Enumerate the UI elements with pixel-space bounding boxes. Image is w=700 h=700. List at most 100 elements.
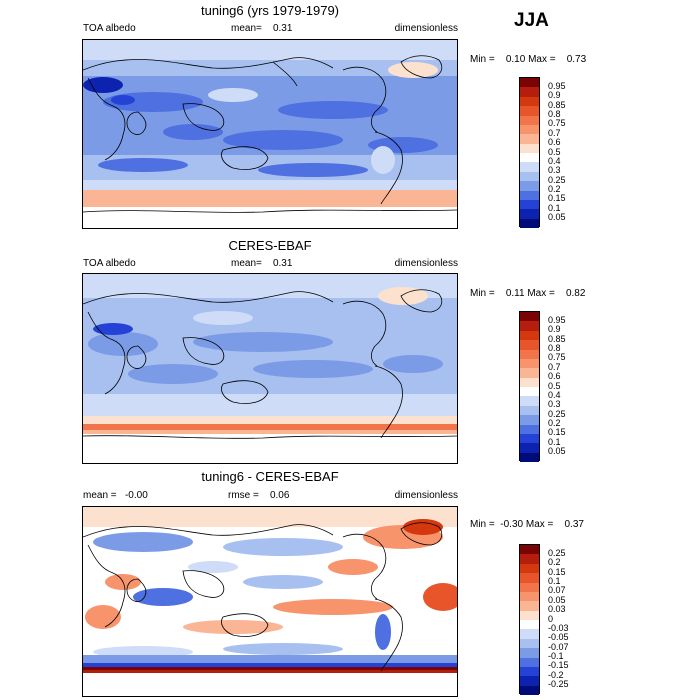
colorbar-swatch <box>520 629 539 639</box>
colorbar-tick-label: -0.15 <box>548 660 569 670</box>
colorbar-tick-label: 0.15 <box>548 567 566 577</box>
colorbar-tick-label: 0 <box>548 614 554 624</box>
panel-title: CERES-EBAF <box>228 238 312 253</box>
variable-label: TOA albedo <box>83 258 136 269</box>
colorbar-swatch <box>520 666 539 677</box>
colorbar <box>519 311 540 462</box>
colorbar-tick-label: 0.85 <box>548 334 566 344</box>
colorbar-tick-label: 0.9 <box>548 324 561 334</box>
colorbar-swatch <box>520 387 539 397</box>
units-label: dimensionless <box>394 258 458 269</box>
colorbar-tick-label: 0.5 <box>548 147 561 157</box>
colorbar-tick-label: 0.7 <box>548 362 561 372</box>
mean-label: mean= 0.31 <box>231 23 293 34</box>
colorbar-tick-label: 0.5 <box>548 381 561 391</box>
colorbar-tick-label: 0.2 <box>548 418 561 428</box>
colorbar-tick-label: 0.1 <box>548 437 561 447</box>
minmax-label: Min = 0.11 Max = 0.82 <box>470 288 586 299</box>
colorbar-swatch <box>520 405 539 416</box>
colorbar-tick-label: 0.4 <box>548 390 561 400</box>
colorbar-swatch <box>520 181 539 191</box>
colorbar-tick-label: 0.2 <box>548 184 561 194</box>
colorbar-tick-label: 0.15 <box>548 427 566 437</box>
colorbar-tick-label: 0.95 <box>548 315 566 325</box>
albedo-map-observations <box>82 273 458 464</box>
colorbar-swatch <box>520 143 539 153</box>
colorbar-swatch <box>520 368 539 378</box>
colorbar-swatch <box>520 349 539 359</box>
colorbar-tick-label: 0.3 <box>548 165 561 175</box>
colorbar-tick-label: 0.07 <box>548 585 566 595</box>
colorbar-swatch <box>520 591 539 602</box>
colorbar-swatch <box>520 106 539 116</box>
colorbar-tick-label: 0.2 <box>548 557 561 567</box>
colorbar-tick-label: 0.75 <box>548 118 566 128</box>
colorbar-tick-label: 0.03 <box>548 604 566 614</box>
colorbar-tick-label: 0.8 <box>548 343 561 353</box>
colorbar-swatch <box>520 199 539 210</box>
colorbar-swatch <box>520 96 539 107</box>
colorbar-tick-label: 0.9 <box>548 90 561 100</box>
colorbar-swatch <box>520 424 539 434</box>
colorbar-swatch <box>520 601 539 611</box>
variable-label: TOA albedo <box>83 23 136 34</box>
minmax-label: Min = -0.30 Max = 0.37 <box>470 519 584 530</box>
colorbar-tick-label: -0.03 <box>548 623 569 633</box>
colorbar-swatch <box>520 209 539 219</box>
panel-title: tuning6 (yrs 1979-1979) <box>200 3 340 18</box>
colorbar-swatch <box>520 171 539 182</box>
colorbar-tick-label: 0.1 <box>548 576 561 586</box>
colorbar-swatch <box>520 78 539 88</box>
colorbar-swatch <box>520 545 539 555</box>
colorbar-swatch <box>520 415 539 425</box>
colorbar-tick-label: 0.15 <box>548 193 566 203</box>
colorbar-swatch <box>520 87 539 97</box>
colorbar-swatch <box>520 153 539 163</box>
colorbar <box>519 544 540 695</box>
colorbar-tick-label: -0.1 <box>548 651 564 661</box>
colorbar-swatch <box>520 321 539 331</box>
colorbar-swatch <box>520 340 539 350</box>
colorbar-tick-label: 0.05 <box>548 595 566 605</box>
colorbar-tick-label: 0.05 <box>548 446 566 456</box>
colorbar-swatch <box>520 190 539 200</box>
colorbar-swatch <box>520 312 539 322</box>
colorbar-tick-label: 0.7 <box>548 128 561 138</box>
rmse-label: rmse = 0.06 <box>228 490 290 501</box>
units-label: dimensionless <box>394 23 458 34</box>
colorbar-swatch <box>520 433 539 444</box>
colorbar-swatch <box>520 124 539 135</box>
colorbar-swatch <box>520 573 539 583</box>
colorbar-tick-label: 0.95 <box>548 81 566 91</box>
colorbar-tick-label: 0.6 <box>548 137 561 147</box>
colorbar-swatch <box>520 554 539 564</box>
minmax-label: Min = 0.10 Max = 0.73 <box>470 54 587 65</box>
colorbar-swatch <box>520 638 539 649</box>
colorbar-swatch <box>520 563 539 574</box>
colorbar-swatch <box>520 134 539 144</box>
colorbar-tick-label: 0.1 <box>548 203 561 213</box>
colorbar-tick-label: 0.25 <box>548 409 566 419</box>
colorbar-swatch <box>520 657 539 667</box>
colorbar-tick-label: 0.75 <box>548 352 566 362</box>
colorbar-swatch <box>520 443 539 453</box>
colorbar-tick-label: 0.25 <box>548 175 566 185</box>
albedo-difference-map <box>82 506 458 697</box>
colorbar-swatch <box>520 330 539 341</box>
colorbar <box>519 77 540 228</box>
albedo-map-model <box>82 39 458 229</box>
colorbar-swatch <box>520 162 539 172</box>
colorbar-tick-label: -0.25 <box>548 679 569 689</box>
colorbar-tick-label: 0.8 <box>548 109 561 119</box>
colorbar-tick-label: 0.6 <box>548 371 561 381</box>
colorbar-swatch <box>520 620 539 630</box>
colorbar-swatch <box>520 648 539 658</box>
colorbar-tick-label: 0.3 <box>548 399 561 409</box>
colorbar-tick-label: -0.05 <box>548 632 569 642</box>
colorbar-swatch <box>520 218 539 228</box>
season-label: JJA <box>514 10 549 31</box>
colorbar-swatch <box>520 676 539 686</box>
colorbar-tick-label: 0.05 <box>548 212 566 222</box>
colorbar-tick-label: -0.2 <box>548 670 564 680</box>
units-label: dimensionless <box>394 490 458 501</box>
